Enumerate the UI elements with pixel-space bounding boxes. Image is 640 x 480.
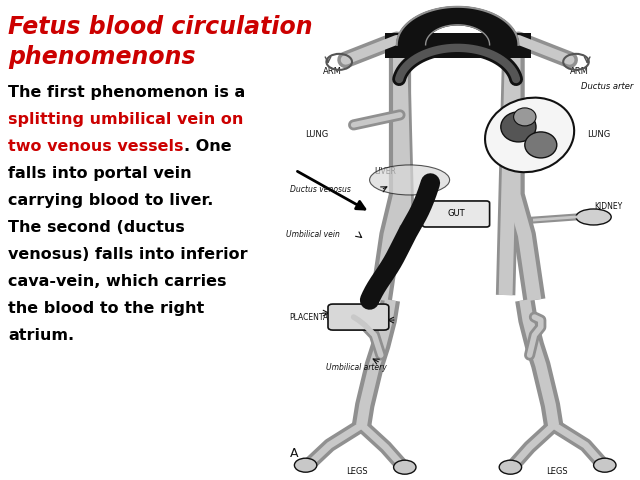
Ellipse shape [525, 132, 557, 158]
Text: Fetus blood circulation: Fetus blood circulation [8, 15, 312, 39]
Text: PLACENTA: PLACENTA [290, 312, 329, 322]
Text: The second (ductus: The second (ductus [8, 220, 185, 235]
Text: LEGS: LEGS [346, 467, 367, 476]
Text: LUNG: LUNG [305, 131, 328, 139]
Text: Umbilical vein: Umbilical vein [287, 230, 340, 240]
Text: . One: . One [184, 139, 231, 154]
Text: ARM: ARM [323, 67, 342, 76]
FancyBboxPatch shape [422, 201, 490, 227]
Text: Ductus venosus: Ductus venosus [290, 185, 351, 194]
Text: A: A [290, 447, 298, 460]
Ellipse shape [576, 209, 611, 225]
Text: GUT: GUT [447, 209, 465, 218]
Text: The first phenomenon is a: The first phenomenon is a [8, 85, 251, 100]
Circle shape [499, 460, 522, 474]
Ellipse shape [370, 165, 450, 195]
Circle shape [394, 460, 416, 474]
Text: KIDNEY: KIDNEY [594, 203, 622, 212]
Text: two venous vessels: two venous vessels [8, 139, 184, 154]
Ellipse shape [500, 112, 536, 142]
Circle shape [593, 458, 616, 472]
Ellipse shape [485, 97, 574, 172]
Circle shape [294, 458, 317, 472]
Text: HEAD: HEAD [445, 10, 470, 19]
Text: Umbilical artery: Umbilical artery [326, 362, 387, 372]
Text: Ductus arter: Ductus arter [581, 83, 634, 91]
Text: LUNG: LUNG [587, 131, 610, 139]
Text: carrying blood to liver.: carrying blood to liver. [8, 193, 213, 208]
Ellipse shape [513, 108, 536, 126]
Text: phenomenons: phenomenons [8, 45, 196, 69]
Text: venosus) falls into inferior: venosus) falls into inferior [8, 247, 248, 262]
Polygon shape [397, 7, 518, 45]
Text: cava-vein, which carries: cava-vein, which carries [8, 274, 227, 289]
Text: ARM: ARM [570, 67, 589, 76]
Text: atrium.: atrium. [8, 328, 74, 343]
Text: LIVER: LIVER [374, 167, 397, 176]
Text: LEGS: LEGS [546, 467, 568, 476]
Text: the blood to the right: the blood to the right [8, 301, 204, 316]
Text: falls into portal vein: falls into portal vein [8, 166, 191, 181]
FancyBboxPatch shape [328, 304, 389, 330]
Text: splitting umbilical vein on: splitting umbilical vein on [8, 112, 243, 127]
